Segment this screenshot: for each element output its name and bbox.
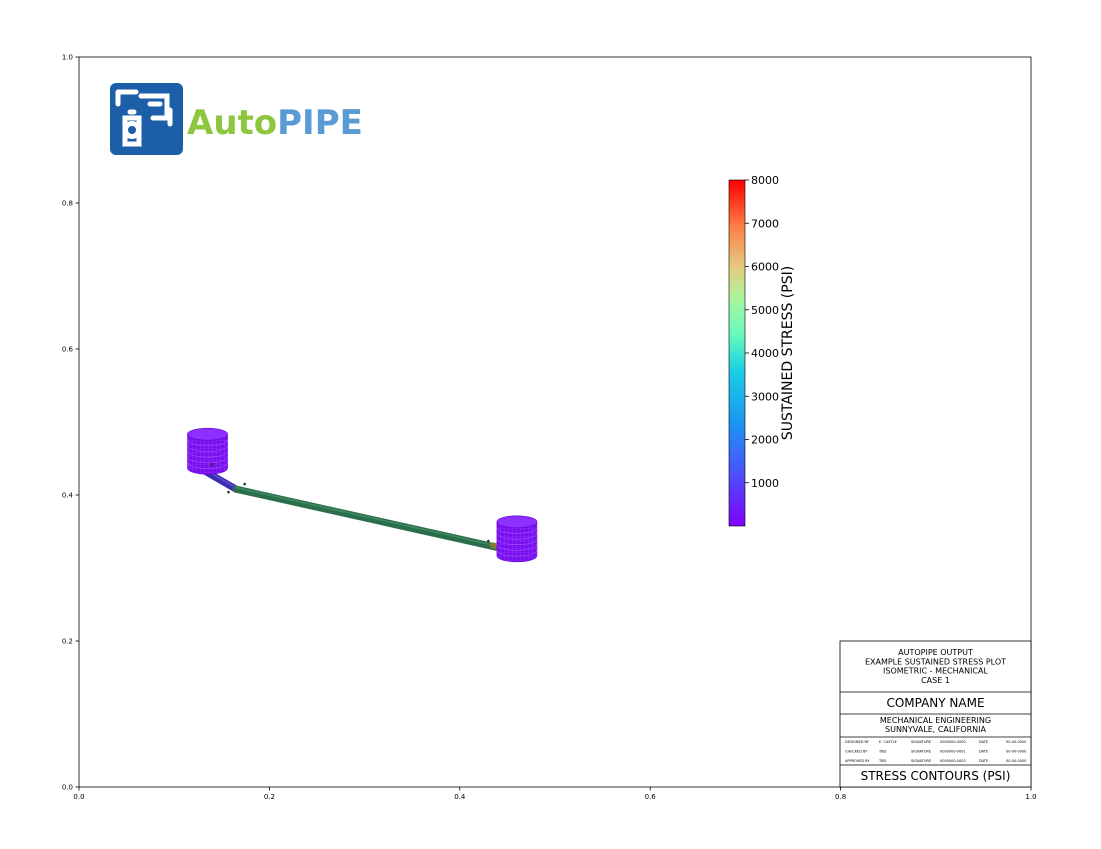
y-tick-label: 0.2 (62, 638, 73, 646)
tank (187, 427, 228, 475)
logo-text-auto: Auto (187, 103, 277, 143)
signature-cell: 0000000-0001 (940, 750, 966, 754)
x-tick-label: 0.0 (73, 793, 84, 801)
signature-cell: TBD (878, 750, 887, 754)
x-tick-label: 1.0 (1025, 793, 1036, 801)
tank (496, 515, 538, 563)
logo-text: AutoPIPE (187, 103, 363, 143)
department-line: MECHANICAL ENGINEERING (880, 716, 991, 725)
signature-cell: DATE (979, 759, 988, 763)
signature-cell: DESIGNED BY (845, 740, 870, 744)
signature-cell: CHECKED BY (845, 750, 868, 754)
tank-ring (496, 538, 538, 546)
signature-cell: DATE (979, 750, 988, 754)
tank-ring (187, 439, 228, 447)
pipe-segment (202, 468, 240, 493)
tank-ring (496, 533, 538, 540)
signature-cell: E. CASTLE (879, 740, 897, 744)
tank-body (187, 433, 228, 475)
signature-cell: SIGNATURE (911, 750, 931, 754)
signature-cell: 0000000-0002 (940, 759, 966, 763)
x-axis: 0.0 0.2 0.4 0.6 0.8 1.0 (73, 787, 1037, 801)
tank-body (496, 521, 538, 563)
signature-cell: DATE (979, 740, 988, 744)
tank-ring (496, 544, 538, 551)
title-block-line: EXAMPLE SUSTAINED STRESS PLOT (865, 657, 1006, 666)
colorbar-tick-label: 2000 (751, 434, 779, 447)
logo-text-pipe: PIPE (277, 103, 363, 143)
title-block-line: AUTOPIPE OUTPUT (898, 648, 973, 657)
x-tick-label: 0.4 (454, 793, 466, 801)
colorbar-tick-label: 4000 (751, 347, 779, 360)
colorbar: 1000 2000 3000 4000 5000 6000 7000 8000 SUSTAIN… (728, 174, 796, 527)
tank-ring (187, 462, 228, 469)
title-block-line: ISOMETRIC - MECHANICAL (883, 667, 988, 676)
signature-cell: 00-00-0000 (1006, 740, 1026, 744)
y-tick-label: 0.8 (62, 200, 73, 208)
node-point (243, 482, 246, 486)
colorbar-tick-label: 8000 (751, 174, 779, 187)
tank-ring (187, 451, 228, 458)
signature-cell: TBD (878, 759, 887, 763)
signature-cell: 00-00-0000 (1006, 759, 1026, 763)
colorbar-tick-label: 5000 (751, 304, 779, 317)
signature-cell: APPROVED BY (845, 759, 870, 763)
colorbar-label: SUSTAINED STRESS (PSI) (780, 266, 796, 440)
x-tick-label: 0.2 (264, 793, 275, 801)
node-point (487, 539, 490, 543)
autopipe-logo: AutoPIPE (110, 83, 363, 155)
colorbar-tick-label: 7000 (751, 217, 779, 230)
company-name: COMPANY NAME (886, 696, 984, 710)
signature-table: DESIGNED BY E. CASTLE SIGNATURE 0000000-000… (845, 740, 1026, 763)
colorbar-ticks: 1000 2000 3000 4000 5000 6000 7000 8000 (745, 174, 779, 490)
tank-ring (187, 445, 228, 452)
tank-ring (496, 550, 538, 557)
pipe-segment (232, 485, 502, 552)
tank-ring (496, 527, 538, 534)
y-tick-label: 0.4 (62, 492, 74, 500)
y-axis: 0.0 0.2 0.4 0.6 0.8 1.0 (62, 54, 79, 792)
colorbar-tick-label: 3000 (751, 390, 779, 403)
y-tick-label: 0.6 (62, 346, 74, 354)
tank-top (496, 515, 538, 529)
signature-cell: 0000000-0000 (940, 740, 966, 744)
pipe-model (187, 427, 538, 563)
colorbar-tick-label: 1000 (751, 477, 779, 490)
x-tick-label: 0.8 (835, 793, 846, 801)
y-tick-label: 0.0 (62, 784, 73, 792)
drawing-title: STRESS CONTOURS (PSI) (861, 769, 1011, 783)
pipe-segment-highlight (235, 486, 499, 547)
tank-top (187, 427, 228, 441)
tank-ring (187, 456, 228, 464)
signature-cell: SIGNATURE (911, 740, 931, 744)
title-block-line: CASE 1 (921, 676, 950, 685)
colorbar-gradient (728, 179, 746, 527)
department-line: SUNNYVALE, CALIFORNIA (885, 725, 986, 734)
y-tick-label: 1.0 (62, 54, 73, 62)
x-tick-label: 0.6 (645, 793, 657, 801)
node-point (210, 463, 214, 466)
node-point (227, 490, 230, 494)
signature-cell: SIGNATURE (911, 759, 931, 763)
colorbar-tick-label: 6000 (751, 261, 779, 274)
signature-cell: 00-00-0000 (1006, 750, 1026, 754)
